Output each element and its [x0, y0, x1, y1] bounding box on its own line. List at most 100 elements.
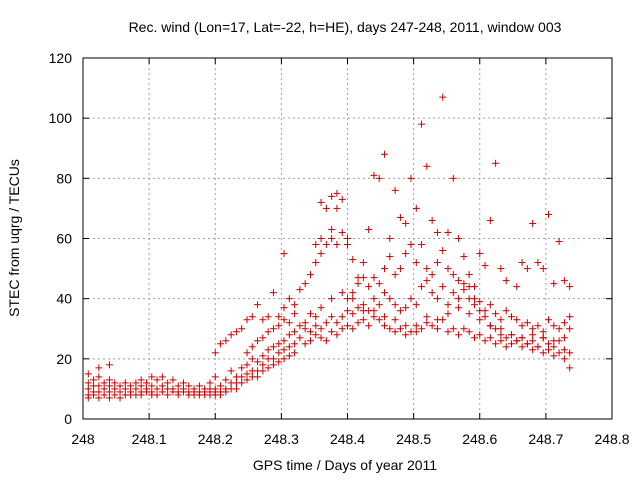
grid-lines [83, 58, 612, 419]
data-point [312, 313, 320, 321]
data-point [264, 364, 272, 372]
data-point [280, 337, 288, 345]
data-point [412, 328, 420, 336]
data-point [338, 325, 346, 333]
data-point [365, 225, 373, 233]
data-point [359, 301, 367, 309]
data-point [492, 159, 500, 167]
data-point [312, 331, 320, 339]
data-point [217, 340, 225, 348]
data-point [344, 322, 351, 330]
data-point [396, 325, 404, 333]
data-point [455, 304, 463, 312]
data-point [296, 322, 304, 330]
data-point [402, 304, 410, 312]
data-point [428, 271, 436, 279]
data-point [285, 295, 293, 303]
data-point [391, 271, 399, 279]
data-point [328, 192, 336, 200]
data-point [449, 325, 457, 333]
data-point [306, 328, 314, 336]
data-point [312, 259, 320, 267]
data-point [238, 364, 246, 372]
data-point [158, 388, 166, 396]
data-point [259, 316, 267, 324]
data-point [560, 277, 568, 285]
data-point [455, 331, 463, 339]
data-point [291, 310, 299, 318]
data-point [460, 325, 468, 333]
data-point [132, 385, 140, 393]
data-point [238, 379, 246, 387]
data-point [349, 310, 357, 318]
data-point [412, 322, 420, 330]
data-point [90, 376, 98, 384]
data-point [174, 382, 182, 390]
data-point [217, 391, 225, 399]
data-point [269, 355, 277, 363]
data-point [206, 379, 214, 387]
data-point [481, 313, 489, 321]
data-point [518, 259, 526, 267]
data-point [396, 213, 404, 221]
data-point [465, 328, 473, 336]
data-point [322, 241, 330, 249]
data-point [513, 337, 521, 345]
data-point [507, 331, 515, 339]
data-point [132, 379, 140, 387]
data-point [142, 379, 150, 387]
data-point [428, 289, 436, 297]
data-point [105, 388, 113, 396]
data-point [269, 289, 277, 297]
axis-ticks [82, 57, 613, 420]
data-point [492, 340, 500, 348]
data-point [254, 358, 262, 366]
data-point [486, 216, 494, 224]
data-point [523, 265, 531, 273]
data-point [301, 340, 309, 348]
data-point [100, 391, 108, 399]
data-point [566, 349, 574, 357]
data-point [433, 325, 441, 333]
data-point [497, 331, 505, 339]
data-point [158, 382, 166, 390]
data-point [433, 259, 441, 267]
data-point [259, 334, 267, 342]
data-point [497, 337, 505, 345]
data-point [137, 376, 145, 384]
data-point [550, 337, 558, 345]
data-point [534, 322, 542, 330]
data-point [90, 391, 98, 399]
data-point [211, 349, 219, 357]
data-point [269, 343, 277, 351]
data-point [354, 304, 362, 312]
data-point [111, 391, 119, 399]
data-point [275, 322, 283, 330]
data-point [566, 364, 574, 372]
data-point [222, 337, 230, 345]
data-point [391, 316, 399, 324]
data-point [359, 307, 367, 315]
data-point [381, 289, 389, 297]
data-point [518, 343, 526, 351]
data-point [338, 228, 346, 236]
data-point [312, 241, 320, 249]
data-point [444, 265, 452, 273]
data-point [333, 204, 341, 212]
y-axis-label: STEC from uqrg / TECUs [6, 159, 22, 317]
data-point [396, 307, 404, 315]
data-point [555, 325, 563, 333]
data-point [396, 265, 404, 273]
data-point [486, 334, 494, 342]
data-point [211, 373, 219, 381]
data-point [100, 385, 108, 393]
data-point [243, 361, 251, 369]
data-point [375, 174, 383, 182]
data-point [137, 391, 145, 399]
data-point [386, 325, 394, 333]
data-point [291, 301, 299, 309]
data-point [402, 322, 410, 330]
data-point [423, 277, 431, 285]
data-point [423, 162, 431, 170]
data-point [259, 367, 267, 375]
